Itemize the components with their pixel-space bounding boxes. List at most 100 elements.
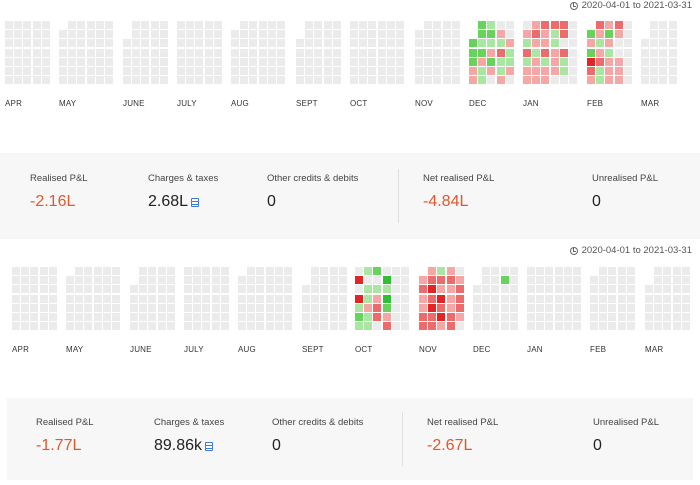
day-cell[interactable] [329,313,338,321]
day-cell[interactable] [14,57,23,66]
day-cell[interactable] [102,285,111,294]
day-cell[interactable] [623,67,632,75]
day-cell[interactable] [231,76,239,85]
day-cell[interactable] [41,30,50,39]
day-cell[interactable] [265,313,274,321]
day-cell[interactable] [256,303,265,312]
day-cell[interactable] [532,39,541,48]
day-cell[interactable] [139,313,148,321]
day-cell[interactable] [75,267,84,275]
day-cell[interactable] [428,313,437,321]
day-cell[interactable] [491,322,500,331]
day-cell[interactable] [184,322,192,331]
day-cell[interactable] [563,322,572,331]
day-cell[interactable] [41,67,50,75]
day-cell[interactable] [265,276,274,285]
day-cell[interactable] [446,267,455,275]
day-cell[interactable] [482,303,491,312]
day-cell[interactable] [274,285,283,294]
day-cell[interactable] [626,267,635,275]
day-cell[interactable] [202,267,211,275]
day-cell[interactable] [645,294,653,303]
day-cell[interactable] [668,57,677,66]
day-cell[interactable] [424,67,433,75]
day-cell[interactable] [204,48,213,57]
day-cell[interactable] [132,67,141,75]
day-cell[interactable] [645,285,653,294]
day-cell[interactable] [590,294,598,303]
day-cell[interactable] [195,48,204,57]
day-cell[interactable] [663,313,672,321]
day-cell[interactable] [329,303,338,312]
day-cell[interactable] [527,285,535,294]
day-cell[interactable] [659,39,668,48]
day-cell[interactable] [496,39,505,48]
day-cell[interactable] [311,276,320,285]
day-cell[interactable] [496,67,505,75]
day-cell[interactable] [605,67,614,75]
day-cell[interactable] [247,322,256,331]
day-cell[interactable] [359,48,368,57]
day-cell[interactable] [442,21,451,29]
day-cell[interactable] [473,294,481,303]
day-cell[interactable] [455,267,464,275]
day-cell[interactable] [265,303,274,312]
day-cell[interactable] [77,30,86,39]
day-cell[interactable] [554,303,563,312]
day-cell[interactable] [541,67,550,75]
day-cell[interactable] [650,30,659,39]
day-cell[interactable] [550,48,559,57]
day-cell[interactable] [256,322,265,331]
day-cell[interactable] [338,285,347,294]
day-cell[interactable] [386,67,395,75]
day-cell[interactable] [5,39,13,48]
day-cell[interactable] [482,267,491,275]
day-cell[interactable] [68,48,77,57]
day-cell[interactable] [487,21,496,29]
day-cell[interactable] [523,67,531,75]
day-cell[interactable] [274,267,283,275]
day-cell[interactable] [532,30,541,39]
day-cell[interactable] [573,313,581,321]
day-cell[interactable] [672,276,681,285]
day-cell[interactable] [112,322,120,331]
day-cell[interactable] [527,313,535,321]
day-cell[interactable] [249,21,258,29]
day-cell[interactable] [240,48,249,57]
day-cell[interactable] [238,303,246,312]
day-cell[interactable] [424,30,433,39]
day-cell[interactable] [554,322,563,331]
day-cell[interactable] [284,322,292,331]
day-cell[interactable] [249,57,258,66]
day-cell[interactable] [166,276,175,285]
layers-icon[interactable] [205,441,214,451]
day-cell[interactable] [626,285,635,294]
day-cell[interactable] [247,267,256,275]
day-cell[interactable] [320,322,329,331]
day-cell[interactable] [323,76,332,85]
day-cell[interactable] [469,57,477,66]
day-cell[interactable] [284,276,292,285]
day-cell[interactable] [311,294,320,303]
day-cell[interactable] [159,76,168,85]
day-cell[interactable] [296,67,304,75]
day-cell[interactable] [364,303,373,312]
day-cell[interactable] [123,76,131,85]
day-cell[interactable] [220,294,229,303]
day-cell[interactable] [350,76,358,85]
day-cell[interactable] [491,313,500,321]
day-cell[interactable] [563,313,572,321]
day-cell[interactable] [177,21,185,29]
day-cell[interactable] [240,21,249,29]
day-cell[interactable] [469,67,477,75]
day-cell[interactable] [59,48,67,57]
day-cell[interactable] [265,294,274,303]
day-cell[interactable] [23,48,32,57]
day-cell[interactable] [500,276,509,285]
day-cell[interactable] [599,313,608,321]
day-cell[interactable] [614,76,623,85]
day-cell[interactable] [14,21,23,29]
day-cell[interactable] [249,39,258,48]
day-cell[interactable] [373,303,382,312]
day-cell[interactable] [469,76,477,85]
